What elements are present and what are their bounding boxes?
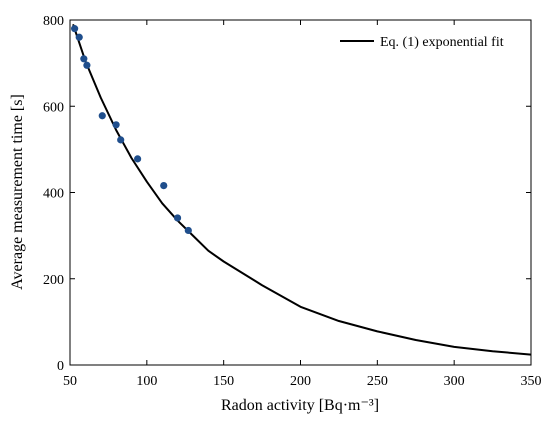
fit-line — [72, 23, 532, 356]
y-tick-label: 800 — [43, 14, 64, 29]
x-tick-label: 350 — [521, 374, 542, 389]
data-point — [98, 112, 106, 120]
y-axis-label: Average measurement time [s] — [9, 94, 26, 290]
data-point — [80, 55, 88, 63]
x-tick-label: 250 — [367, 374, 388, 389]
data-point — [160, 182, 168, 190]
data-point — [134, 155, 142, 163]
data-point — [184, 226, 192, 235]
ticks: 50 100 150 200 250 300 350 0 200 400 600 800 — [43, 14, 542, 389]
x-axis-label: Radon activity [Bq·m⁻³] — [221, 397, 379, 414]
y-tick-label: 400 — [43, 187, 64, 202]
x-tick-label: 100 — [136, 374, 157, 389]
data-point — [75, 33, 83, 41]
data-point — [71, 25, 79, 33]
data-point — [112, 121, 120, 129]
y-tick-label: 600 — [43, 100, 64, 115]
data-point — [83, 61, 91, 69]
y-tick-label: 200 — [43, 273, 64, 288]
x-tick-label: 200 — [290, 374, 311, 389]
plot-frame — [69, 19, 532, 366]
x-tick-label: 300 — [444, 374, 465, 389]
legend-label: Eq. (1) exponential fit — [380, 35, 504, 50]
x-tick-label: 150 — [213, 374, 234, 389]
x-tick-label: 50 — [63, 374, 77, 389]
data-point — [117, 136, 125, 144]
y-tick-label: 0 — [57, 359, 64, 374]
fit-layer — [72, 23, 532, 356]
data-point — [173, 214, 182, 222]
points-layer — [71, 25, 192, 235]
legend: Eq. (1) exponential fit — [340, 35, 504, 50]
